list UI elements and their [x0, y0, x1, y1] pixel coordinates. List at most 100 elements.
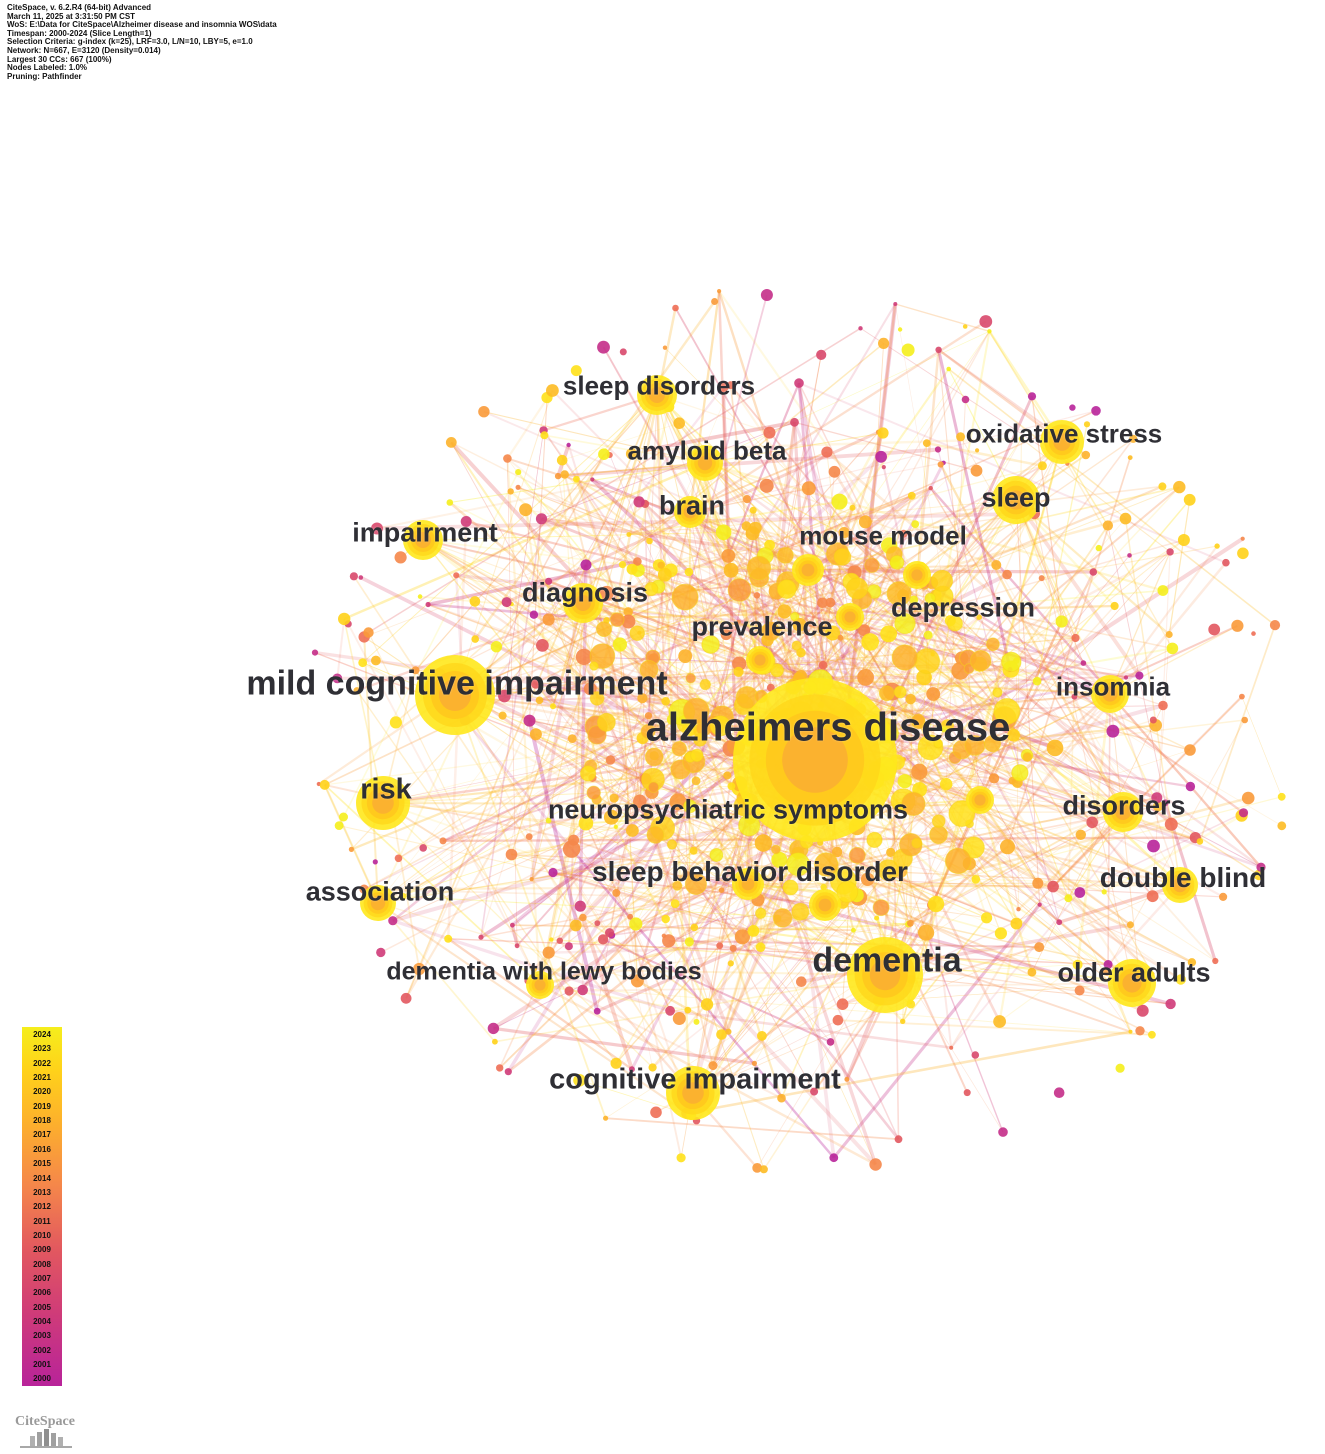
network-node	[874, 915, 880, 921]
network-edge	[692, 879, 868, 1094]
legend-year-label: 2012	[33, 1202, 51, 1212]
legend-year-label: 2005	[33, 1302, 51, 1312]
network-edge	[548, 604, 1115, 621]
network-node	[683, 799, 697, 814]
network-node	[569, 919, 582, 932]
network-node	[810, 1087, 819, 1096]
network-node	[754, 834, 773, 852]
network-node	[878, 685, 895, 702]
network-node	[612, 888, 621, 897]
network-edge	[837, 1019, 1152, 1036]
network-node	[657, 561, 665, 569]
network-edge	[1168, 499, 1191, 635]
network-node	[1038, 575, 1045, 582]
hub-node	[733, 678, 897, 842]
network-edge	[877, 349, 940, 1001]
network-node	[886, 581, 912, 607]
network-edge	[533, 800, 751, 970]
network-edge	[1031, 396, 1063, 622]
network-edge	[376, 511, 1035, 531]
network-edge	[609, 454, 732, 749]
network-edge	[377, 902, 496, 1043]
network-edge	[756, 637, 1076, 1169]
network-node	[791, 902, 810, 921]
network-node	[1136, 1004, 1149, 1017]
network-node	[621, 614, 636, 629]
network-edge	[1015, 524, 1109, 662]
legend-year-label: 2014	[33, 1173, 51, 1183]
network-node	[399, 892, 407, 900]
network-edge	[947, 518, 1126, 726]
network-node	[901, 791, 926, 816]
network-node	[609, 793, 619, 803]
network-node	[676, 1153, 686, 1163]
network-node	[471, 635, 480, 643]
network-node	[644, 712, 653, 720]
network-node	[760, 289, 773, 301]
network-edge	[364, 511, 691, 638]
network-node	[934, 446, 942, 453]
network-node	[962, 324, 968, 329]
network-node	[1253, 869, 1265, 881]
network-node	[693, 732, 707, 747]
network-edge	[730, 384, 1154, 897]
network-node	[1135, 1026, 1145, 1036]
network-node	[1256, 862, 1266, 872]
network-edge	[402, 737, 643, 897]
network-node	[771, 851, 788, 868]
network-node	[890, 706, 895, 711]
network-node	[633, 496, 645, 508]
network-edge	[605, 1117, 899, 1141]
network-edge	[757, 811, 1124, 901]
network-edge	[343, 461, 706, 621]
citespace-logo: CiteSpace	[8, 1414, 82, 1450]
network-node	[371, 522, 383, 535]
network-node	[1095, 544, 1103, 552]
network-node	[940, 777, 953, 791]
network-node	[650, 1106, 662, 1119]
network-edge	[1041, 545, 1218, 579]
network-edge	[563, 474, 714, 1066]
network-edge	[931, 485, 1163, 584]
network-edge	[506, 728, 718, 1073]
network-node	[860, 872, 875, 886]
network-edge	[768, 544, 981, 801]
network-edge	[925, 932, 1004, 1133]
hub-node	[415, 655, 495, 735]
hub-node	[1040, 420, 1084, 464]
network-node	[911, 763, 928, 780]
network-edge	[637, 539, 1185, 982]
network-node	[814, 852, 839, 877]
network-node	[627, 913, 634, 920]
network-edge	[1067, 898, 1131, 1032]
network-edge	[1006, 846, 1020, 910]
network-edge	[483, 411, 706, 464]
network-node	[832, 1014, 844, 1026]
network-edge	[937, 348, 1063, 443]
network-edge	[336, 618, 346, 679]
network-edge	[717, 290, 810, 571]
network-edge	[939, 463, 1125, 813]
network-edge	[581, 916, 634, 1070]
network-node	[1053, 1087, 1065, 1098]
header-info-line: Largest 30 CCs: 667 (100%)	[7, 54, 112, 64]
network-node	[1083, 421, 1091, 428]
network-edge	[447, 937, 633, 1071]
network-node	[1047, 880, 1059, 893]
hub-node	[792, 554, 824, 586]
network-edge	[949, 620, 1153, 975]
network-node	[413, 962, 426, 976]
legend-year-label: 2017	[33, 1130, 51, 1140]
network-edge	[729, 384, 1133, 984]
network-node	[725, 1028, 732, 1035]
network-edge	[988, 330, 1064, 443]
network-node	[826, 1038, 835, 1046]
network-edge	[1066, 463, 1174, 649]
network-node	[1241, 716, 1248, 724]
network-edge	[602, 346, 732, 571]
network-edge	[422, 539, 802, 677]
logo-bars-icon	[20, 1429, 72, 1448]
network-edge	[961, 657, 1124, 813]
network-edge	[651, 792, 695, 928]
network-node	[629, 917, 643, 931]
